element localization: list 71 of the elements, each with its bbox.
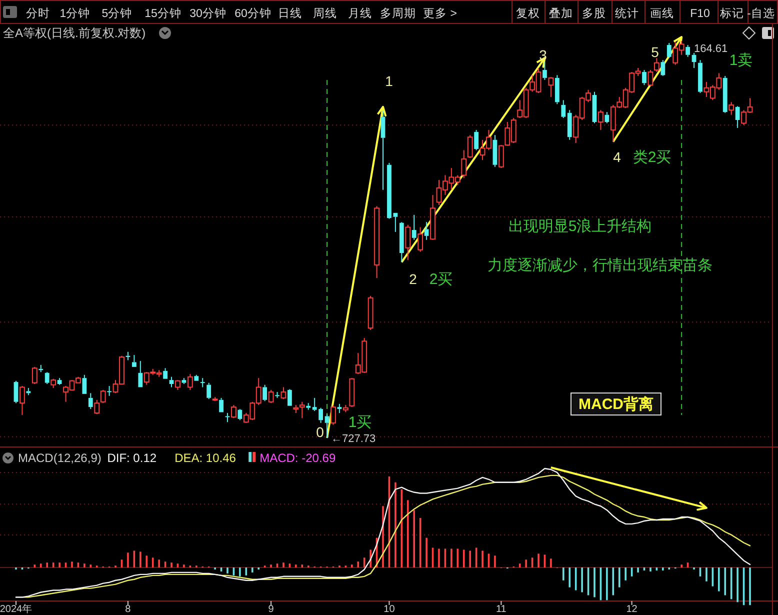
annotation: 0 — [316, 424, 324, 440]
x-tick-label: 10 — [384, 604, 396, 615]
x-tick-label: 11 — [496, 604, 507, 615]
annotation: 3 — [539, 47, 548, 63]
annotation: ←727.73 — [331, 433, 376, 445]
candlestick — [722, 75, 728, 114]
annotation: 出现明显5浪上升结构 — [508, 218, 652, 235]
annotation: 4 — [613, 149, 622, 165]
legend-label: MACD: -20.69 — [260, 451, 336, 465]
annotation: 力度逐渐减少，行情出现结束苗条 — [488, 257, 712, 274]
x-tick-label: 9 — [268, 604, 274, 615]
text: 1分钟 — [60, 7, 90, 20]
annotation: 2买 — [429, 271, 453, 288]
text: 复权 — [516, 7, 540, 20]
candlestick — [461, 150, 467, 178]
annotation: 2 — [409, 271, 418, 287]
text: 日线 — [278, 7, 302, 20]
text: F10 — [690, 8, 710, 20]
text: 多周期 — [380, 7, 416, 20]
text: 多股 — [582, 7, 606, 20]
candlestick — [728, 102, 734, 116]
chart-title: MACD(12,26,9) — [18, 451, 102, 465]
candlestick — [306, 402, 311, 410]
annotation: MACD背离 — [578, 395, 654, 413]
annotation: 1 — [385, 73, 394, 89]
candlestick — [399, 222, 404, 263]
chart-title: 全A等权(日线.前复权.对数) — [3, 26, 146, 40]
candlestick — [412, 214, 416, 240]
text: 标记 — [719, 7, 744, 20]
text: 周线 — [313, 7, 337, 20]
text: DEA: 10.46 — [174, 451, 236, 465]
annotation: 类2买 — [632, 149, 672, 166]
candlestick — [554, 74, 560, 105]
x-tick-label: 12 — [626, 604, 638, 615]
candlestick — [735, 106, 740, 128]
text: 30分钟 — [190, 7, 226, 20]
candlestick — [424, 222, 429, 240]
annotation: 1卖 — [729, 52, 753, 69]
candlestick — [275, 391, 280, 398]
candlestick — [492, 134, 498, 168]
candlestick — [57, 378, 62, 386]
candlestick — [567, 110, 572, 140]
candlestick — [380, 110, 386, 190]
candlestick — [88, 392, 93, 410]
text: 更多 > — [423, 7, 458, 20]
candlestick — [169, 376, 174, 388]
text: 15分钟 — [144, 7, 182, 20]
x-tick-label: 2024年 — [0, 603, 32, 615]
candlestick — [26, 387, 31, 396]
text: 画线 — [650, 7, 674, 20]
candlestick — [660, 60, 666, 76]
candlestick — [187, 374, 193, 390]
annotation: 5 — [651, 44, 660, 60]
text: 统计 — [615, 6, 639, 20]
candlestick — [337, 403, 342, 414]
x-tick-label: 8 — [125, 604, 132, 615]
text: -自选 — [747, 7, 775, 20]
annotation: 164.61 — [694, 43, 728, 55]
text: 月线 — [348, 7, 372, 20]
candlestick — [686, 44, 690, 58]
text: 5分钟 — [102, 7, 132, 20]
text: 60分钟 — [234, 7, 272, 20]
candlestick — [324, 414, 330, 438]
candlestick — [642, 69, 646, 86]
candlestick — [200, 378, 205, 388]
annotation: 1买 — [348, 414, 372, 431]
text: 叠加 — [549, 7, 573, 20]
candlestick — [542, 62, 547, 80]
text: 分时 — [26, 7, 50, 20]
text: DIF: 0.12 — [107, 451, 157, 465]
candlestick — [107, 385, 112, 396]
